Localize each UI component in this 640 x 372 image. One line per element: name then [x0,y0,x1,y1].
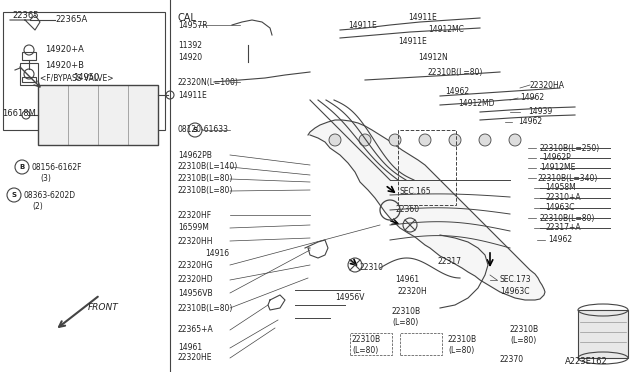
Text: 14962: 14962 [548,235,572,244]
Circle shape [389,134,401,146]
Text: 14962: 14962 [445,87,469,96]
Text: 22310B: 22310B [448,336,477,344]
Text: 14920+A: 14920+A [45,45,84,55]
Bar [350,333,392,355]
Circle shape [329,134,341,146]
Text: 08120-61633: 08120-61633 [178,125,229,135]
Text: CAL: CAL [178,13,197,23]
Text: 14911E: 14911E [178,90,207,99]
Text: 22365A: 22365A [55,16,87,25]
Text: 14920: 14920 [178,52,202,61]
Text: 22320HD: 22320HD [178,276,214,285]
Text: 14912ME: 14912ME [540,164,575,173]
Text: 22320HH: 22320HH [178,237,214,246]
Circle shape [509,134,521,146]
Text: 14962: 14962 [520,93,544,103]
Text: (L=80): (L=80) [448,346,474,355]
Text: 08363-6202D: 08363-6202D [24,190,76,199]
Text: 22310B(L=80): 22310B(L=80) [178,174,234,183]
Text: 14916: 14916 [205,248,229,257]
Text: 14961: 14961 [395,276,419,285]
Text: 22310: 22310 [360,263,384,273]
Text: 14962P: 14962P [542,154,571,163]
Text: 22365+A: 22365+A [178,326,214,334]
Text: 08156-6162F: 08156-6162F [32,163,83,171]
Text: (L=80): (L=80) [352,346,378,355]
Text: 22310+A: 22310+A [545,193,580,202]
Text: 14962PB: 14962PB [178,151,212,160]
Text: S: S [12,192,17,198]
Text: 14912N: 14912N [418,54,448,62]
Text: S: S [193,127,198,133]
Text: 14963C: 14963C [500,286,529,295]
Text: 14911E: 14911E [398,38,427,46]
Text: 14956VB: 14956VB [178,289,212,298]
Text: (L=80): (L=80) [510,336,536,344]
Text: 22310B: 22310B [352,336,381,344]
Text: 16599M: 16599M [178,224,209,232]
Bar [400,333,442,355]
Text: 14963C: 14963C [545,203,575,212]
Text: 16618M: 16618M [2,109,36,118]
Text: 22317+A: 22317+A [545,224,580,232]
Bar [38,85,158,145]
Circle shape [419,134,431,146]
Text: 14911E: 14911E [408,13,436,22]
Text: SEC.165: SEC.165 [400,187,431,196]
Text: 22310B(L=250): 22310B(L=250) [540,144,600,153]
Text: 14958M: 14958M [545,183,576,192]
Text: 14962: 14962 [518,118,542,126]
Text: 22310B(L=340): 22310B(L=340) [538,173,598,183]
Text: SEC.173: SEC.173 [500,276,532,285]
Text: 22320HA: 22320HA [530,80,565,90]
Text: 22320H: 22320H [398,286,428,295]
Circle shape [449,134,461,146]
Text: 14939: 14939 [528,108,552,116]
Text: A223E162: A223E162 [565,357,608,366]
Circle shape [479,134,491,146]
Text: <F/BYPASS VALVE>: <F/BYPASS VALVE> [40,74,113,83]
Text: 22365: 22365 [12,10,38,19]
Bar [22,77,36,82]
Bar [398,130,456,205]
Text: 22310B(L=140): 22310B(L=140) [178,163,238,171]
Bar [578,310,628,358]
Text: 14911E: 14911E [348,22,377,31]
Bar [22,52,36,60]
Text: 11392: 11392 [178,42,202,51]
Text: 22320HE: 22320HE [178,353,212,362]
Text: 22320HF: 22320HF [178,211,212,219]
Bar [3,12,165,130]
Text: 22320N(L=100): 22320N(L=100) [178,77,239,87]
Text: B: B [19,164,24,170]
Text: 22317: 22317 [438,257,462,266]
Text: (L=80): (L=80) [392,317,419,327]
Text: 22310B(L=80): 22310B(L=80) [428,67,483,77]
Text: 22310B(L=80): 22310B(L=80) [178,304,234,312]
Bar [20,63,38,85]
Text: 14961: 14961 [178,343,202,353]
Polygon shape [308,120,545,300]
Text: (3): (3) [40,174,51,183]
Text: 22370: 22370 [500,356,524,365]
Text: 14950: 14950 [73,73,99,81]
Text: 22310B: 22310B [392,308,421,317]
Text: 14912MD: 14912MD [458,99,495,108]
Text: FRONT: FRONT [88,304,119,312]
Text: 22310B(L=80): 22310B(L=80) [540,214,595,222]
Circle shape [359,134,371,146]
Text: 14912MC: 14912MC [428,26,464,35]
Text: (2): (2) [32,202,43,212]
Text: 14920+B: 14920+B [45,61,84,70]
Text: 22310B: 22310B [510,326,539,334]
Text: 22310B(L=80): 22310B(L=80) [178,186,234,196]
Text: 22320HG: 22320HG [178,260,214,269]
Text: 14956V: 14956V [335,294,365,302]
Text: 22360: 22360 [395,205,419,215]
Text: 14957R: 14957R [178,20,207,29]
